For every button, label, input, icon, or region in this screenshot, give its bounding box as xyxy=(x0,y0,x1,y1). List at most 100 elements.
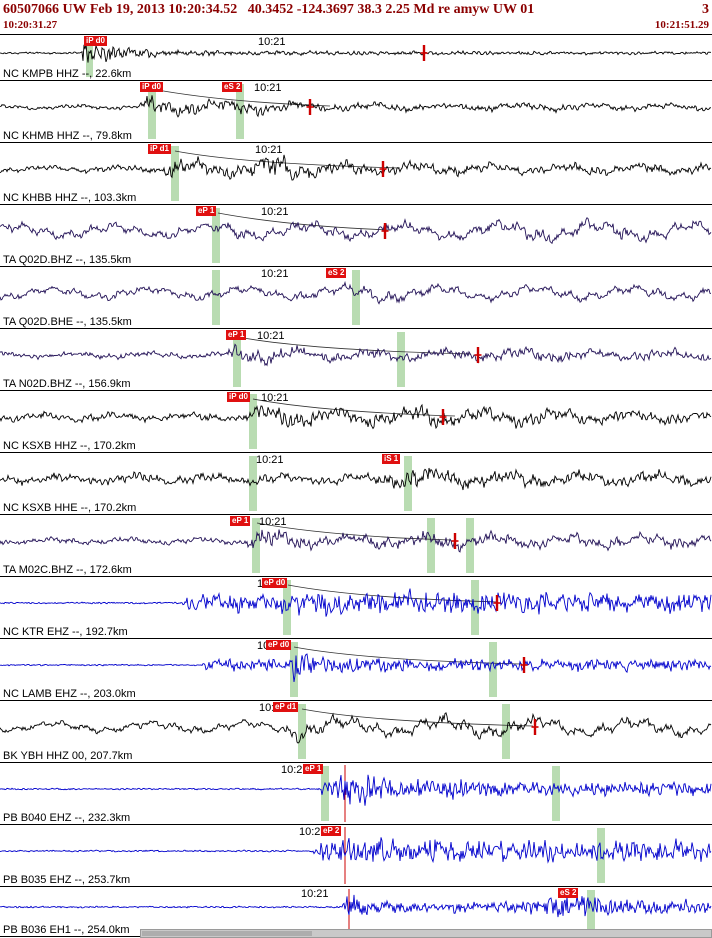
waveform-trace xyxy=(0,653,712,682)
trace-panel-9[interactable]: 10:21 eP 1 TA M02C.BHZ --, 172.6km xyxy=(0,515,712,577)
coda-decay-curve xyxy=(287,584,499,603)
pick-highlight-band xyxy=(283,580,291,635)
station-channel-label: NC KTR EHZ --, 192.7km xyxy=(3,626,128,638)
pick-highlight-band xyxy=(404,456,412,511)
horizontal-scrollbar[interactable] xyxy=(140,929,712,938)
pick-highlight-band xyxy=(86,38,93,77)
scrollbar-thumb[interactable] xyxy=(142,931,312,936)
pick-highlight-band xyxy=(290,642,298,697)
phase-pick-flag[interactable]: eS 2 xyxy=(326,268,347,278)
trace-panel-6[interactable]: 10:21 eP 1 TA N02D.BHZ --, 156.9km xyxy=(0,329,712,391)
pick-highlight-band xyxy=(252,518,260,573)
phase-pick-flag[interactable]: eP 1 xyxy=(230,516,251,526)
phase-pick-flag[interactable]: iP d0 xyxy=(140,82,163,92)
station-channel-label: TA M02C.BHZ --, 172.6km xyxy=(3,564,132,576)
coda-decay-curve xyxy=(174,150,401,169)
waveform-plot xyxy=(0,398,712,430)
minute-tick-label: 10:21 xyxy=(256,454,284,466)
minute-tick-label: 10:21 xyxy=(281,764,309,776)
minute-tick-label: 10:21 xyxy=(299,826,327,838)
trace-panel-1[interactable]: 10:21 iP d0 NC KMPB HHZ --, 22.6km xyxy=(0,35,712,81)
phase-pick-flag[interactable]: iP d0 xyxy=(84,36,107,46)
phase-pick-flag[interactable]: eP 2 xyxy=(321,826,342,836)
waveform-plot xyxy=(0,889,712,934)
coda-decay-curve xyxy=(237,336,471,355)
minute-tick-label: 10:21 xyxy=(257,330,285,342)
trace-panel-15[interactable]: 10:21 eS 2 PB B036 EH1 --, 254.0km xyxy=(0,887,712,937)
waveform-trace xyxy=(0,774,712,806)
waveform-trace xyxy=(0,894,712,918)
station-channel-label: TA Q02D.BHE --, 135.5km xyxy=(3,316,132,328)
waveform-plot xyxy=(0,522,712,553)
waveform-trace xyxy=(0,280,712,305)
waveform-plot xyxy=(0,43,712,63)
waveform-plot xyxy=(0,212,712,245)
waveform-plot xyxy=(0,88,712,118)
waveform-trace xyxy=(0,403,712,430)
pick-highlight-band xyxy=(249,456,257,511)
trace-panel-2[interactable]: 10:21 iP d0 eS 2 NC KHMB HHZ --, 79.8km xyxy=(0,81,712,143)
minute-tick-label: 10:21 xyxy=(261,392,289,404)
phase-pick-flag[interactable]: eP d1 xyxy=(273,702,299,712)
station-channel-label: NC KSXB HHE --, 170.2km xyxy=(3,502,137,514)
phase-pick-flag[interactable]: iS 1 xyxy=(382,454,401,464)
pick-highlight-band xyxy=(148,84,156,139)
phase-pick-flag[interactable]: eP 1 xyxy=(196,206,217,216)
pick-highlight-band xyxy=(236,84,244,139)
minute-tick-label: 10:21 xyxy=(255,144,283,156)
trace-panel-8[interactable]: 10:21 iS 1 NC KSXB HHE --, 170.2km xyxy=(0,453,712,515)
station-channel-label: PB B036 EH1 --, 254.0km xyxy=(3,924,130,936)
station-channel-label: NC LAMB EHZ --, 203.0km xyxy=(3,688,136,700)
phase-pick-flag[interactable]: iP d1 xyxy=(148,144,171,154)
waveform-trace xyxy=(0,43,712,63)
station-channel-label: BK YBH HHZ 00, 207.7km xyxy=(3,750,133,762)
pick-highlight-band xyxy=(298,704,306,759)
coda-decay-curve xyxy=(217,212,391,231)
phase-pick-flag[interactable]: eS 2 xyxy=(222,82,243,92)
trace-panel-7[interactable]: 10:21 iP d0 NC KSXB HHZ --, 170.2km xyxy=(0,391,712,453)
waveform-plot xyxy=(0,708,712,744)
phase-pick-flag[interactable]: eS 2 xyxy=(558,888,579,898)
trace-panel-13[interactable]: 10:21 eP 1 PB B040 EHZ --, 232.3km xyxy=(0,763,712,825)
minute-tick-label: 10:21 xyxy=(301,888,329,900)
pick-highlight-band xyxy=(587,890,595,933)
waveform-plot xyxy=(0,467,712,491)
pick-highlight-band xyxy=(249,394,257,449)
window-start-time: 10:20:31.27 xyxy=(3,19,58,31)
pick-highlight-band xyxy=(552,766,560,821)
trace-panel-3[interactable]: 10:21 iP d1 NC KHBB HHZ --, 103.3km xyxy=(0,143,712,205)
phase-pick-flag[interactable]: iP d0 xyxy=(227,392,250,402)
pick-highlight-band xyxy=(233,332,241,387)
pick-highlight-band xyxy=(212,270,220,325)
pick-highlight-band xyxy=(489,642,497,697)
station-channel-label: NC KHMB HHZ --, 79.8km xyxy=(3,130,132,142)
minute-tick-label: 10:21 xyxy=(254,82,282,94)
waveform-trace xyxy=(0,712,712,744)
waveform-plot xyxy=(0,150,712,181)
station-channel-label: PB B035 EHZ --, 253.7km xyxy=(3,874,131,886)
waveform-trace xyxy=(0,529,712,553)
phase-pick-flag[interactable]: eP d0 xyxy=(262,578,288,588)
pick-highlight-band xyxy=(397,332,405,387)
trace-panel-5[interactable]: 10:21 eS 2 TA Q02D.BHE --, 135.5km xyxy=(0,267,712,329)
waveform-trace xyxy=(0,217,712,245)
waveform-trace xyxy=(0,95,712,118)
waveform-plot xyxy=(0,827,712,884)
waveform-trace xyxy=(0,154,712,181)
waveform-trace xyxy=(0,343,712,367)
window-end-time: 10:21:51.29 xyxy=(654,19,709,31)
trace-panel-14[interactable]: 10:21 eP 2 PB B035 EHZ --, 253.7km xyxy=(0,825,712,887)
minute-tick-label: 10:21 xyxy=(258,36,286,48)
phase-pick-flag[interactable]: eP 1 xyxy=(226,330,247,340)
trace-panel-4[interactable]: 10:21 eP 1 TA Q02D.BHZ --, 135.5km xyxy=(0,205,712,267)
pick-highlight-band xyxy=(171,146,179,201)
waveform-plot xyxy=(0,765,712,822)
waveform-plot xyxy=(0,646,712,682)
waveform-plot xyxy=(0,584,712,617)
phase-pick-flag[interactable]: eP 1 xyxy=(303,764,324,774)
pick-highlight-band xyxy=(321,766,329,821)
phase-pick-flag[interactable]: eP d0 xyxy=(266,640,292,650)
